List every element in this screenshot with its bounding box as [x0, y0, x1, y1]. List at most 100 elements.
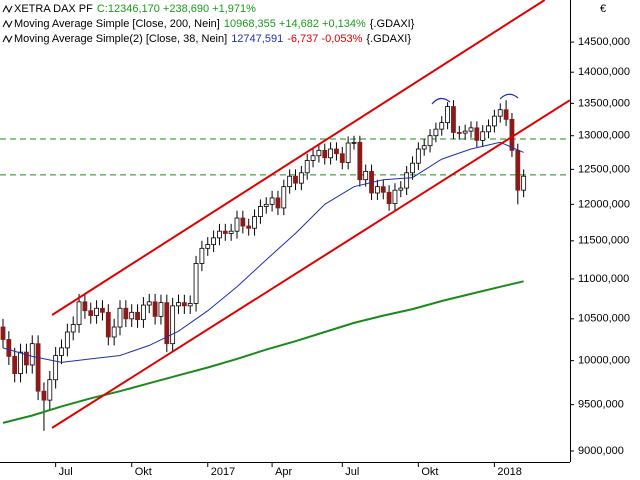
- candle-body: [199, 247, 205, 264]
- legend-entry: XETRA DAX PF C:12346,170 +238,690 +1,971%: [14, 3, 256, 15]
- candle-body: [433, 128, 439, 137]
- candle-body: [222, 230, 228, 234]
- candle-body: [304, 160, 310, 174]
- candle-body: [298, 172, 304, 184]
- legend-icon: [2, 19, 13, 29]
- candle-body: [228, 230, 234, 234]
- candle-body: [240, 217, 246, 227]
- candle-body: [456, 132, 462, 134]
- y-tick-label: 10500,000: [578, 313, 630, 325]
- candle-body: [59, 347, 64, 356]
- candle-body: [211, 237, 217, 245]
- candle-body: [491, 115, 497, 127]
- y-tick-label: 11500,000: [578, 235, 629, 247]
- candle-body: [140, 304, 146, 321]
- candle-body: [328, 148, 334, 159]
- candle-body: [269, 197, 275, 205]
- candle-body: [439, 122, 445, 130]
- candle-body: [158, 302, 164, 317]
- candle-body: [445, 106, 451, 124]
- legend-text: XETRA DAX PF: [14, 3, 93, 15]
- candle-body: [345, 142, 351, 163]
- candle-body: [35, 343, 41, 392]
- y-tick-label: 11000,000: [578, 273, 629, 285]
- candle-body: [339, 153, 345, 163]
- candle-body: [415, 148, 421, 164]
- candle-body: [152, 301, 158, 317]
- candle-body: [29, 343, 35, 366]
- candle-body: [94, 307, 99, 316]
- candle-body: [205, 244, 211, 249]
- candle-body: [88, 310, 94, 316]
- candle-body: [146, 301, 152, 306]
- y-tick-label: 14500,000: [578, 36, 630, 48]
- y-tick-label: 9500,000: [578, 399, 624, 411]
- legend-entry: Moving Average Simple [Close, 200, Nein]…: [14, 18, 415, 30]
- candle-body: [0, 326, 6, 340]
- legend-text: Moving Average Simple [Close, 200, Nein]: [14, 18, 220, 30]
- candle-body: [246, 225, 252, 229]
- candle-body: [380, 186, 386, 193]
- legend-text: {.GDAXI}: [370, 18, 415, 30]
- candle-body: [234, 217, 240, 232]
- trend-channel: [51, 99, 571, 429]
- candle-body: [64, 331, 70, 349]
- candle-body: [135, 311, 140, 321]
- candle-body: [316, 149, 322, 157]
- legend-text: -6,737 -0,053%: [287, 33, 362, 45]
- candle-body: [374, 186, 380, 194]
- candle-body: [275, 197, 281, 209]
- candle-body: [503, 109, 509, 120]
- candle-body: [111, 326, 117, 338]
- x-tick-label: Jul: [59, 466, 73, 478]
- candle-body: [310, 155, 316, 161]
- candle-body: [117, 307, 123, 328]
- candle-body: [123, 307, 129, 320]
- candle-body: [281, 186, 287, 209]
- legend-icon: [2, 4, 13, 14]
- candle-body: [18, 351, 23, 375]
- candle-body: [468, 127, 474, 132]
- candle-body: [164, 302, 170, 345]
- x-tick-label: Okt: [421, 466, 438, 478]
- x-tick-label: 2018: [497, 466, 521, 478]
- legend-text: C:12346,170 +238,690 +1,971%: [97, 3, 256, 15]
- candle-body: [462, 130, 468, 134]
- candle-body: [474, 127, 480, 141]
- plot-area: [0, 0, 571, 431]
- y-tick-label: 10000,000: [578, 355, 630, 367]
- candle-body: [486, 125, 491, 133]
- candle-body: [53, 355, 59, 381]
- moving-average: [2, 280, 524, 424]
- candle-body: [451, 106, 456, 133]
- candle-body: [181, 302, 187, 307]
- candle-body: [334, 148, 339, 155]
- legend-text: Moving Average Simple(2) [Close, 38, Nei…: [14, 33, 227, 45]
- legend-entry: Moving Average Simple(2) [Close, 38, Nei…: [14, 33, 411, 45]
- candle-body: [187, 303, 193, 307]
- candle-body: [322, 149, 328, 159]
- candle-body: [193, 263, 199, 304]
- candle-body: [47, 379, 53, 401]
- candle-body: [257, 206, 263, 217]
- candle-body: [12, 355, 18, 375]
- x-tick-label: 2017: [211, 466, 235, 478]
- candle-body: [515, 149, 521, 191]
- candle-body: [293, 175, 298, 184]
- candle-body: [252, 216, 257, 229]
- candle-body: [287, 175, 293, 188]
- candle-body: [386, 191, 392, 205]
- candle-body: [6, 339, 12, 357]
- annotation-arcs: [431, 93, 519, 105]
- candle-body: [170, 305, 176, 345]
- candle-body: [41, 390, 47, 401]
- y-tick-label: 13500,000: [578, 97, 630, 109]
- x-tick-label: Okt: [135, 466, 152, 478]
- x-tick-label: Jul: [345, 466, 359, 478]
- candle-body: [351, 141, 357, 144]
- candle-body: [23, 351, 29, 366]
- legend-icon: [2, 34, 13, 44]
- candle-body: [392, 189, 398, 205]
- y-tick-label: 13000,000: [578, 130, 630, 142]
